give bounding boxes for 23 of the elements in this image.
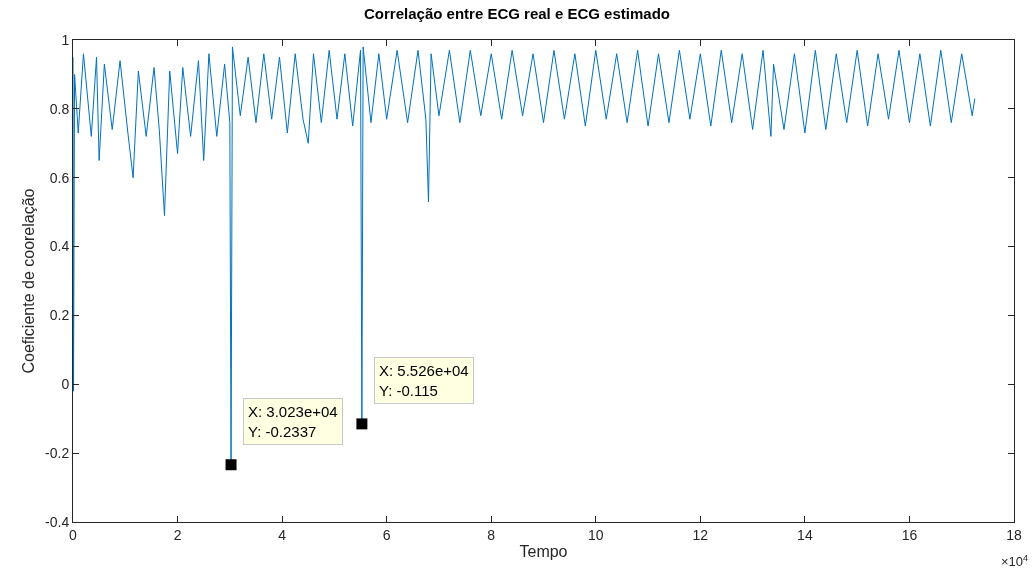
- x-tick-label: 16: [901, 526, 918, 543]
- annotation: X: 5.526e+04 Y: -0.115: [379, 362, 469, 399]
- x-tick-label: 14: [797, 526, 813, 543]
- y-tick-label: 0.8: [49, 100, 70, 117]
- x-tick-label: 10: [587, 526, 604, 543]
- x-tick-label: 18: [1006, 526, 1022, 543]
- y-tick-label: 0.4: [49, 238, 70, 255]
- x-axis-title: Tempo: [519, 543, 568, 561]
- x-tick-label: 8: [487, 526, 496, 543]
- chart-title: Correlação entre ECG real e ECG estimado: [364, 5, 670, 23]
- y-tick-label: 0.6: [49, 169, 70, 186]
- y-tick-label: 0.2: [49, 307, 70, 324]
- x-tick-label: 2: [173, 526, 182, 543]
- y-tick-label: -0.4: [45, 513, 70, 530]
- x-tick-label: 6: [382, 526, 391, 543]
- text: ×10$^{4}$: [1001, 553, 1029, 570]
- x-tick-label: 4: [278, 526, 287, 543]
- y-tick-label: -0.2: [45, 445, 70, 462]
- y-tick-label: 1: [61, 31, 70, 48]
- annotation: X: 3.023e+04 Y: -0.2337: [248, 403, 338, 440]
- y-axis-title: Coeficiente de coorelação: [19, 188, 37, 374]
- y-tick-label: 0: [61, 376, 70, 393]
- x-tick-label: 12: [692, 526, 709, 543]
